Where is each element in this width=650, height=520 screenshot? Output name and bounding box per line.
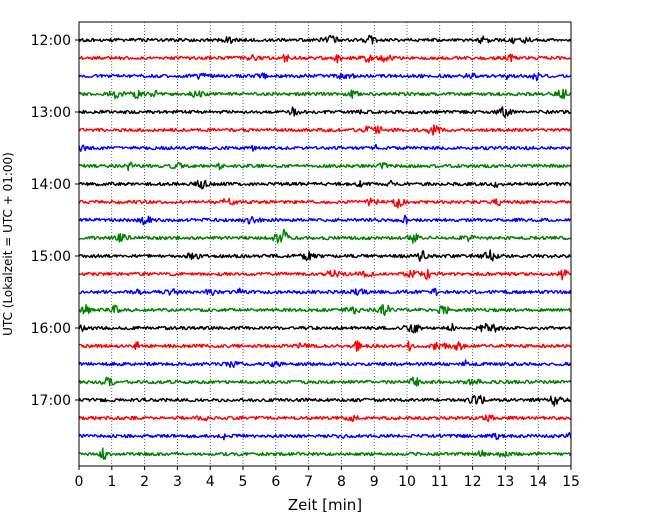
x-tick-label: 12 — [464, 474, 482, 490]
trace-line — [78, 322, 572, 334]
y-tick-label: 12:00 — [31, 33, 71, 49]
trace-line — [78, 143, 572, 152]
x-tick-label: 13 — [496, 474, 514, 490]
grid-lines — [111, 22, 539, 466]
trace-line — [78, 88, 572, 100]
trace-line — [78, 304, 572, 317]
trace-line — [78, 161, 572, 172]
trace-line — [78, 197, 572, 209]
x-axis-label: Zeit [min] — [288, 496, 362, 514]
x-tick-label: 8 — [337, 474, 346, 490]
trace-line — [78, 447, 572, 461]
trace-line — [78, 249, 572, 262]
trace-line — [78, 34, 572, 45]
x-tick-label: 0 — [75, 474, 84, 490]
trace-line — [78, 431, 572, 441]
x-tick-label: 11 — [431, 474, 449, 490]
y-axis-label: UTC (Lokalzeit = UTC + 01:00) — [1, 152, 15, 336]
trace-line — [78, 72, 572, 82]
trace-line — [78, 340, 572, 352]
trace-line — [78, 179, 572, 190]
x-tick-label: 10 — [398, 474, 416, 490]
plot-frame — [78, 21, 572, 467]
x-tick-label: 15 — [562, 474, 580, 490]
trace-line — [78, 414, 572, 423]
trace-line — [79, 287, 572, 297]
y-tick-label: 13:00 — [31, 105, 71, 121]
x-tick-label: 5 — [239, 474, 248, 490]
x-tick-label: 9 — [370, 474, 379, 490]
x-tick-label: 14 — [529, 474, 547, 490]
y-tick-label: 15:00 — [31, 249, 71, 265]
trace-group — [78, 34, 572, 461]
trace-line — [78, 359, 572, 369]
x-tick-label: 4 — [206, 474, 215, 490]
y-tick-label: 17:00 — [31, 393, 71, 409]
x-tick-label: 2 — [140, 474, 149, 490]
trace-line — [78, 124, 572, 136]
trace-line — [78, 106, 572, 119]
trace-line — [78, 394, 572, 407]
x-tick-label: 6 — [271, 474, 280, 490]
trace-line — [78, 228, 572, 244]
x-tick-label: 3 — [173, 474, 182, 490]
trace-line — [78, 53, 572, 64]
y-tick-label: 16:00 — [31, 321, 71, 337]
trace-line — [78, 214, 572, 226]
x-axis: 0 1 2 3 4 5 6 7 8 9 10 11 12 13 14 15 — [75, 466, 580, 490]
trace-line — [78, 376, 572, 387]
y-axis: 12:00 13:00 14:00 15:00 16:00 17:00 — [31, 33, 79, 409]
x-tick-label: 7 — [304, 474, 313, 490]
trace-line — [78, 268, 572, 281]
x-tick-label: 1 — [107, 474, 116, 490]
y-tick-label: 14:00 — [31, 177, 71, 193]
